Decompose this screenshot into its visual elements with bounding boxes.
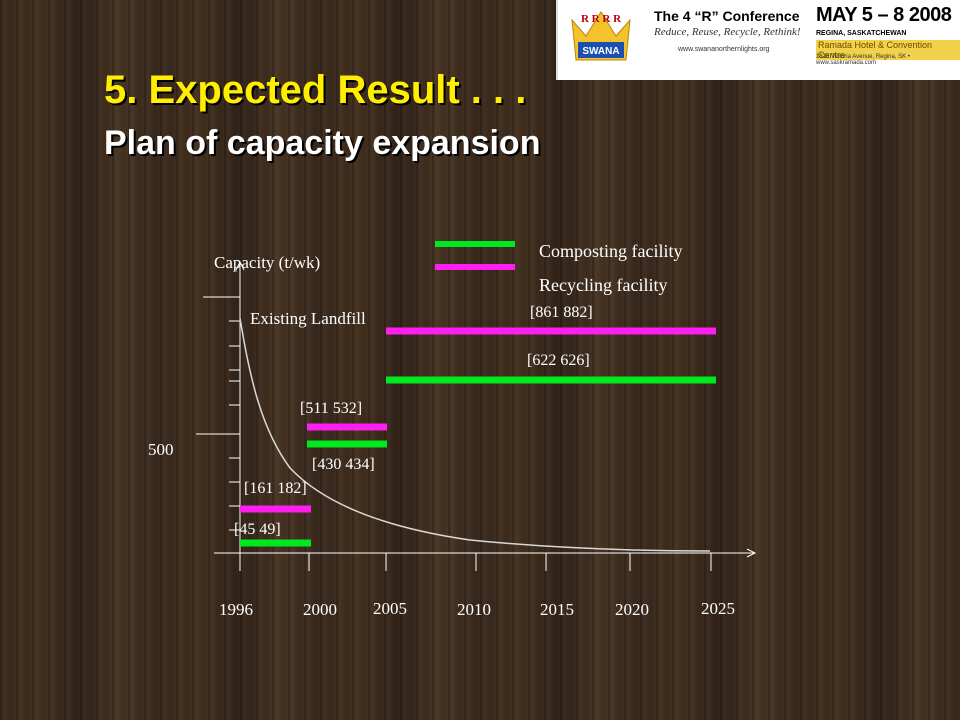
- conference-date: MAY 5 – 8 2008: [816, 4, 952, 26]
- bar-segment: [386, 327, 716, 335]
- x-tick-label: 1996: [219, 600, 253, 619]
- conference-banner: SWANA R R R R The 4 “R” Conference Reduc…: [556, 0, 960, 80]
- x-tick-label: 2025: [701, 599, 735, 618]
- legend-swatch: [435, 241, 515, 247]
- conference-title: The 4 “R” Conference: [654, 8, 800, 24]
- x-axis-arrow: [746, 548, 757, 558]
- bar-segment: [240, 539, 311, 547]
- legend-label: Recycling facility: [539, 275, 667, 295]
- legend-label: Composting facility: [539, 241, 683, 261]
- x-tick-label: 2000: [303, 600, 337, 619]
- logo-letters: R R R R: [581, 13, 622, 25]
- bar-segment-label: [430 434]: [312, 456, 375, 473]
- conference-city: REGINA, SASKATCHEWAN: [816, 30, 907, 37]
- swana-logo: SWANA R R R R: [571, 11, 631, 61]
- x-tick-label: 2010: [457, 600, 491, 619]
- bar-segment-label: [45 49]: [234, 521, 281, 538]
- bar-segment-label: [511 532]: [300, 400, 362, 417]
- y-axis-label: Capacity (t/wk): [214, 253, 320, 272]
- slide-title: 5. Expected Result . . .: [104, 68, 527, 112]
- y-axis-arrow: [235, 260, 245, 271]
- bar-segment: [307, 423, 387, 431]
- existing-landfill-curve: [239, 317, 711, 552]
- slide-subtitle: Plan of capacity expansion: [104, 124, 541, 162]
- conference-url[interactable]: www.swananorthernlights.org: [678, 46, 770, 53]
- logo-text: SWANA: [582, 46, 619, 57]
- conference-venue: Ramada Hotel & Convention Centre: [816, 40, 960, 60]
- conference-venue-address: 1818 Victoria Avenue, Regina, SK • www.s…: [816, 54, 910, 66]
- conference-tagline: Reduce, Reuse, Recycle, Rethink!: [654, 26, 801, 38]
- bar-segment-label: [622 626]: [527, 352, 590, 369]
- legend-swatch: [435, 264, 515, 270]
- bar-segment: [240, 505, 311, 513]
- bar-segment-label: [861 882]: [530, 304, 593, 321]
- x-tick-label: 2015: [540, 600, 574, 619]
- bar-segment: [307, 440, 387, 448]
- existing-landfill-label: Existing Landfill: [250, 309, 366, 328]
- bar-segment: [386, 376, 716, 384]
- bar-segment-label: [161 182]: [244, 480, 307, 497]
- y-tick-label: 500: [148, 440, 174, 459]
- x-tick-label: 2020: [615, 600, 649, 619]
- x-tick-label: 2005: [373, 599, 407, 618]
